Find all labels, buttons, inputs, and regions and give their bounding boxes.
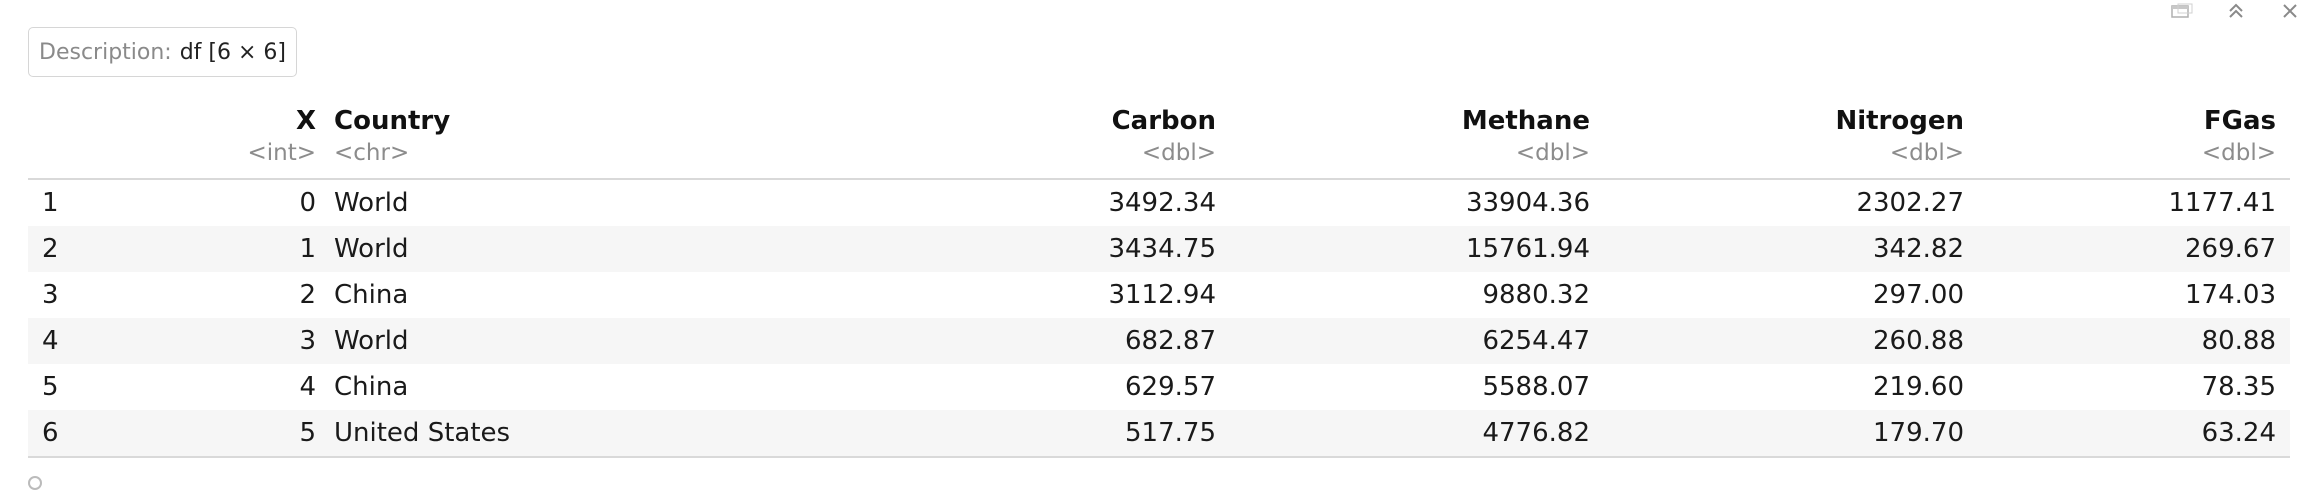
carbon-cell: 3434.75 <box>1108 234 1216 264</box>
nitrogen-cell: 219.60 <box>1873 372 1964 402</box>
carbon-cell: 517.75 <box>1125 418 1216 448</box>
x-cell: 5 <box>299 418 316 448</box>
carbon-cell: 629.57 <box>1125 372 1216 402</box>
column-header-methane[interactable]: Methane <dbl> <box>1461 106 1590 166</box>
column-header-rownames <box>28 104 232 179</box>
row-name-cell: 5 <box>42 372 59 402</box>
chunk-status-indicator <box>28 476 42 490</box>
methane-cell: 9880.32 <box>1482 280 1590 310</box>
country-cell: United States <box>334 418 511 448</box>
x-cell: 0 <box>299 188 316 218</box>
country-cell: China <box>334 372 409 402</box>
table-row: 5 4 China 629.57 5588.07 219.60 78.35 <box>28 364 2290 410</box>
carbon-cell: 3112.94 <box>1108 280 1216 310</box>
dataframe-table: X <int> Country <chr> Carbon <dbl> Metha… <box>28 104 2290 458</box>
column-header-x[interactable]: X <int> <box>247 106 316 166</box>
methane-cell: 6254.47 <box>1482 326 1590 356</box>
fgas-cell: 78.35 <box>2201 372 2276 402</box>
table-row: 6 5 United States 517.75 4776.82 179.70 … <box>28 410 2290 457</box>
country-cell: World <box>334 234 409 264</box>
fgas-cell: 269.67 <box>2185 234 2276 264</box>
column-header-nitrogen[interactable]: Nitrogen <dbl> <box>1835 106 1964 166</box>
dataframe-table-container: X <int> Country <chr> Carbon <dbl> Metha… <box>28 104 2290 458</box>
table-row: 4 3 World 682.87 6254.47 260.88 80.88 <box>28 318 2290 364</box>
dataframe-description-badge: Description: df [6 × 6] <box>28 27 298 77</box>
collapse-output-icon[interactable] <box>2224 1 2248 21</box>
fgas-cell: 1177.41 <box>2168 188 2276 218</box>
methane-cell: 15761.94 <box>1465 234 1590 264</box>
table-row: 2 1 World 3434.75 15761.94 342.82 269.67 <box>28 226 2290 272</box>
x-cell: 2 <box>299 280 316 310</box>
show-in-new-window-icon[interactable] <box>2170 1 2194 21</box>
row-name-cell: 1 <box>42 188 59 218</box>
methane-cell: 4776.82 <box>1482 418 1590 448</box>
table-row: 3 2 China 3112.94 9880.32 297.00 174.03 <box>28 272 2290 318</box>
description-value: df [6 × 6] <box>179 39 287 65</box>
row-name-cell: 4 <box>42 326 59 356</box>
nitrogen-cell: 342.82 <box>1873 234 1964 264</box>
fgas-cell: 174.03 <box>2185 280 2276 310</box>
nitrogen-cell: 297.00 <box>1873 280 1964 310</box>
x-cell: 1 <box>299 234 316 264</box>
chunk-output-toolbar <box>2170 0 2318 22</box>
fgas-cell: 80.88 <box>2201 326 2276 356</box>
fgas-cell: 63.24 <box>2201 418 2276 448</box>
nitrogen-cell: 179.70 <box>1873 418 1964 448</box>
column-header-fgas[interactable]: FGas <dbl> <box>2201 106 2276 166</box>
country-cell: World <box>334 188 409 218</box>
methane-cell: 5588.07 <box>1482 372 1590 402</box>
methane-cell: 33904.36 <box>1465 188 1590 218</box>
row-name-cell: 3 <box>42 280 59 310</box>
carbon-cell: 3492.34 <box>1108 188 1216 218</box>
row-name-cell: 6 <box>42 418 59 448</box>
country-cell: World <box>334 326 409 356</box>
carbon-cell: 682.87 <box>1125 326 1216 356</box>
nitrogen-cell: 260.88 <box>1873 326 1964 356</box>
clear-output-icon[interactable] <box>2278 1 2302 21</box>
table-header-row: X <int> Country <chr> Carbon <dbl> Metha… <box>28 104 2290 179</box>
nitrogen-cell: 2302.27 <box>1856 188 1964 218</box>
x-cell: 3 <box>299 326 316 356</box>
table-row: 1 0 World 3492.34 33904.36 2302.27 1177.… <box>28 179 2290 226</box>
x-cell: 4 <box>299 372 316 402</box>
row-name-cell: 2 <box>42 234 59 264</box>
column-header-carbon[interactable]: Carbon <dbl> <box>1111 106 1216 166</box>
description-label: Description: <box>39 39 172 65</box>
column-header-country[interactable]: Country <chr> <box>334 106 451 166</box>
country-cell: China <box>334 280 409 310</box>
